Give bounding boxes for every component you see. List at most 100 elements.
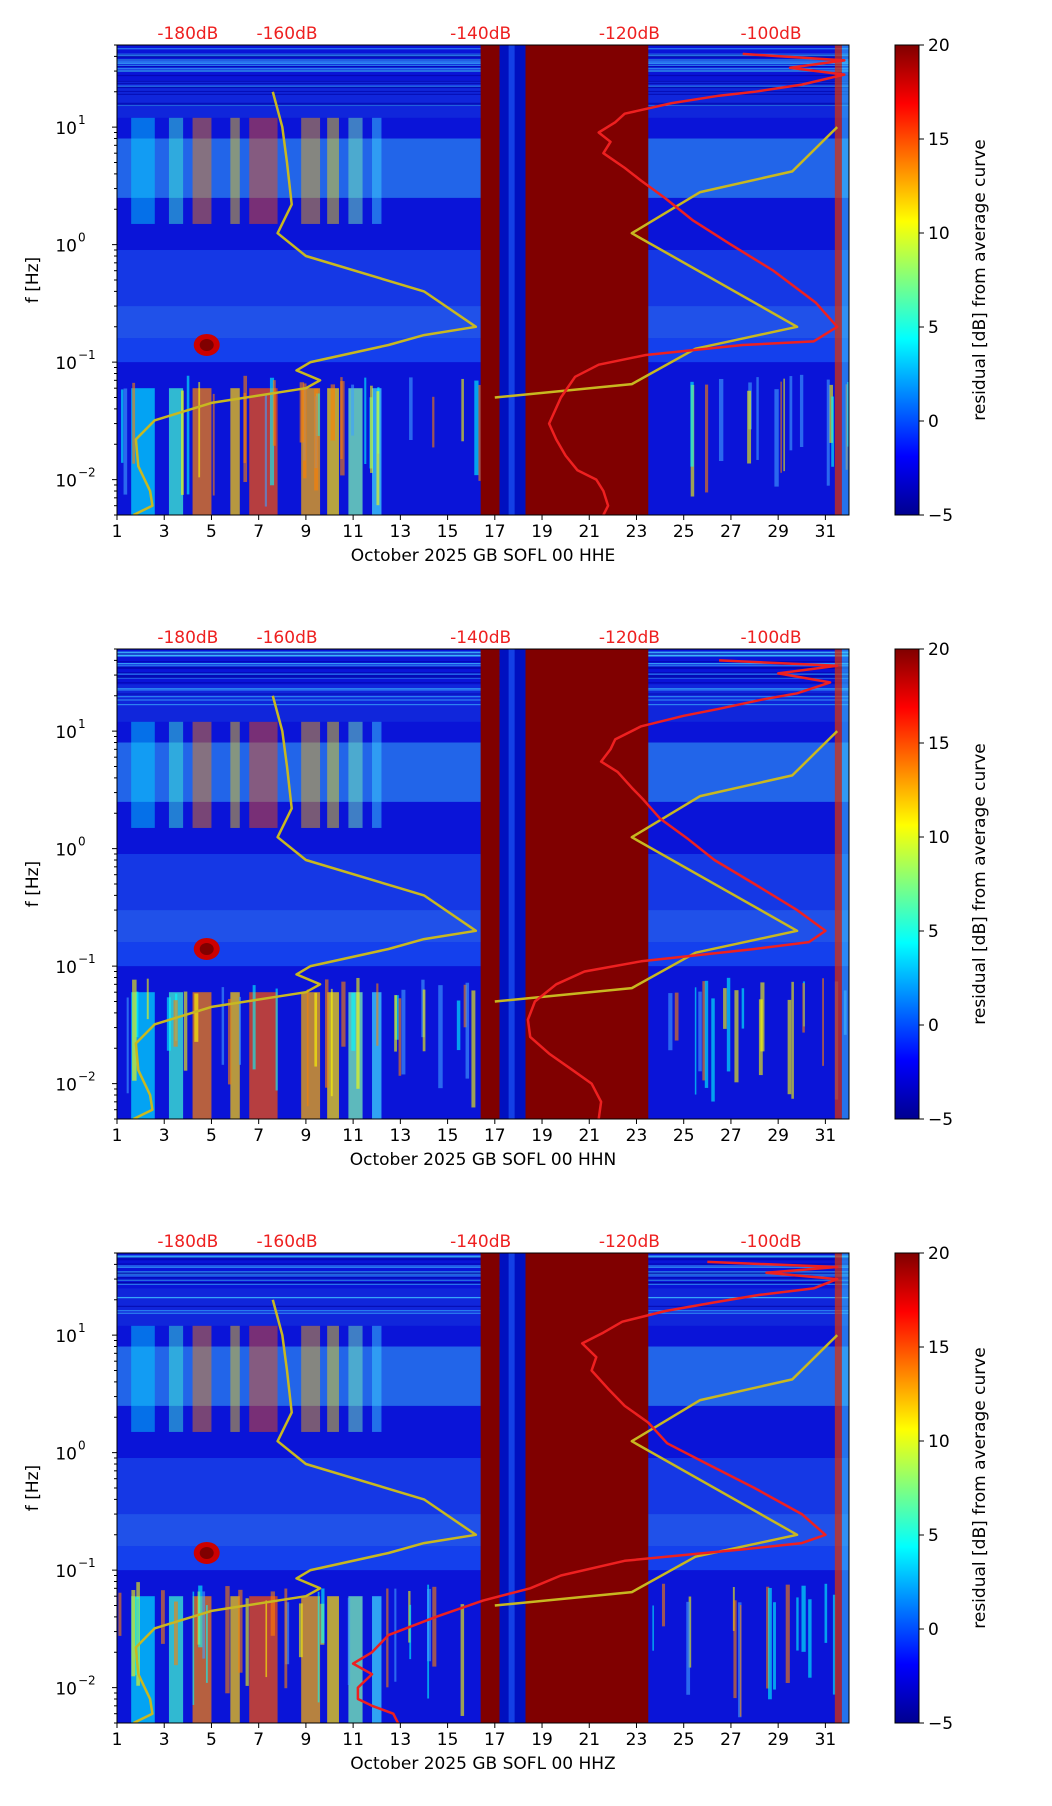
x-tick-label: 19	[531, 1126, 553, 1146]
x-tick-label: 15	[437, 1126, 459, 1146]
colorbar-tick-label: 5	[928, 318, 939, 338]
x-tick-label: 19	[531, 1730, 553, 1750]
y-tick-label: 10	[55, 1680, 77, 1700]
y-tick-label: 10	[55, 119, 77, 139]
y-tick-exponent: −2	[78, 1070, 96, 1084]
psd-curve	[526, 659, 839, 1119]
x-tick-label: 21	[578, 1126, 600, 1146]
x-tick-label: 17	[484, 522, 506, 542]
x-tick-label: 1	[112, 522, 123, 542]
y-tick-exponent: 0	[78, 835, 86, 849]
colorbar-label: residual [dB] from average curve	[970, 743, 990, 1024]
x-tick-label: 13	[390, 522, 412, 542]
x-tick-label: 9	[300, 522, 311, 542]
top-db-label: -140dB	[450, 24, 511, 44]
x-tick-label: 23	[626, 1126, 648, 1146]
y-tick-exponent: 1	[78, 113, 86, 127]
spectrogram-area	[117, 1253, 849, 1723]
top-db-label: -140dB	[450, 1232, 511, 1252]
y-tick-label: 10	[55, 958, 77, 978]
colorbar-tick-label: 15	[928, 734, 950, 754]
y-tick-label: 10	[55, 1076, 77, 1096]
top-db-label: -100dB	[741, 628, 802, 648]
x-tick-label: 11	[342, 522, 364, 542]
y-tick-label: 10	[55, 1445, 77, 1465]
colorbar-tick-label: 10	[928, 1432, 950, 1452]
colorbar-tick-label: 0	[928, 1620, 939, 1640]
saturated-region	[525, 45, 649, 515]
colorbar-tick-label: 0	[928, 1016, 939, 1036]
y-tick-label: 10	[55, 841, 77, 861]
psd-curve	[547, 52, 846, 515]
x-tick-label: 3	[159, 1126, 170, 1146]
reference-curve	[494, 126, 839, 399]
y-tick-label: 10	[55, 723, 77, 743]
top-db-label: -160dB	[256, 628, 317, 648]
colorbar-label: residual [dB] from average curve	[970, 1347, 990, 1628]
psd-curve	[351, 1260, 839, 1723]
x-tick-label: 11	[342, 1730, 364, 1750]
x-tick-label: 25	[673, 1730, 695, 1750]
x-axis-label: October 2025 GB SOFL 00 HHE	[351, 546, 616, 566]
y-tick-exponent: 0	[78, 1439, 86, 1453]
colorbar-gradient	[894, 1252, 920, 1724]
colorbar: 20 15 10 5 0 −5 residual [dB] from average cur…	[894, 1244, 990, 1734]
colorbar-gradient	[894, 44, 920, 516]
x-tick-label: 5	[206, 522, 217, 542]
reference-curve	[132, 1299, 478, 1723]
colorbar-tick-label: 10	[928, 828, 950, 848]
top-db-label: -180dB	[157, 628, 218, 648]
x-tick-label: 19	[531, 522, 553, 542]
y-tick-exponent: −1	[78, 348, 96, 362]
top-db-label: -100dB	[741, 1232, 802, 1252]
colorbar-tick-label: 15	[928, 130, 950, 150]
top-db-label: -120dB	[599, 628, 660, 648]
x-tick-label: 25	[673, 1126, 695, 1146]
top-db-label: -180dB	[157, 1232, 218, 1252]
x-axis-label: October 2025 GB SOFL 00 HHN	[350, 1150, 617, 1170]
y-tick-exponent: 0	[78, 231, 86, 245]
x-tick-label: 11	[342, 1126, 364, 1146]
x-tick-label: 31	[815, 522, 837, 542]
x-tick-label: 31	[815, 1126, 837, 1146]
reference-curve	[494, 730, 839, 1003]
x-tick-label: 29	[767, 1126, 789, 1146]
x-tick-label: 15	[437, 1730, 459, 1750]
y-tick-exponent: −1	[78, 1556, 96, 1570]
x-tick-label: 29	[767, 1730, 789, 1750]
y-tick-label: 10	[55, 1327, 77, 1347]
saturated-region	[525, 649, 649, 1119]
y-axis-label: f [Hz]	[23, 257, 43, 303]
x-tick-label: 17	[484, 1126, 506, 1146]
top-db-label: -160dB	[256, 1232, 317, 1252]
top-db-label: -120dB	[599, 24, 660, 44]
x-tick-label: 21	[578, 1730, 600, 1750]
x-tick-label: 5	[206, 1730, 217, 1750]
x-tick-label: 9	[300, 1730, 311, 1750]
x-tick-label: 7	[253, 1730, 264, 1750]
spectrogram-area	[117, 649, 849, 1119]
x-tick-label: 1	[112, 1126, 123, 1146]
top-db-label: -180dB	[157, 24, 218, 44]
colorbar-tick-label: 20	[928, 36, 950, 56]
y-tick-label: 10	[55, 354, 77, 374]
x-tick-label: 3	[159, 522, 170, 542]
x-tick-label: 29	[767, 522, 789, 542]
x-tick-label: 21	[578, 522, 600, 542]
colorbar-tick-label: 10	[928, 224, 950, 244]
colorbar: 20 15 10 5 0 −5 residual [dB] from average cur…	[894, 640, 990, 1130]
colorbar: 20 15 10 5 0 −5 residual [dB] from average cur…	[894, 36, 990, 526]
colorbar-label: residual [dB] from average curve	[970, 139, 990, 420]
colorbar-tick-label: −5	[928, 1714, 953, 1734]
top-db-label: -120dB	[599, 1232, 660, 1252]
y-tick-exponent: 1	[78, 717, 86, 731]
x-tick-label: 13	[390, 1730, 412, 1750]
x-tick-label: 31	[815, 1730, 837, 1750]
x-tick-label: 1	[112, 1730, 123, 1750]
top-db-label: -140dB	[450, 628, 511, 648]
top-db-label: -100dB	[741, 24, 802, 44]
x-tick-label: 27	[720, 1730, 742, 1750]
colorbar-tick-label: 5	[928, 922, 939, 942]
